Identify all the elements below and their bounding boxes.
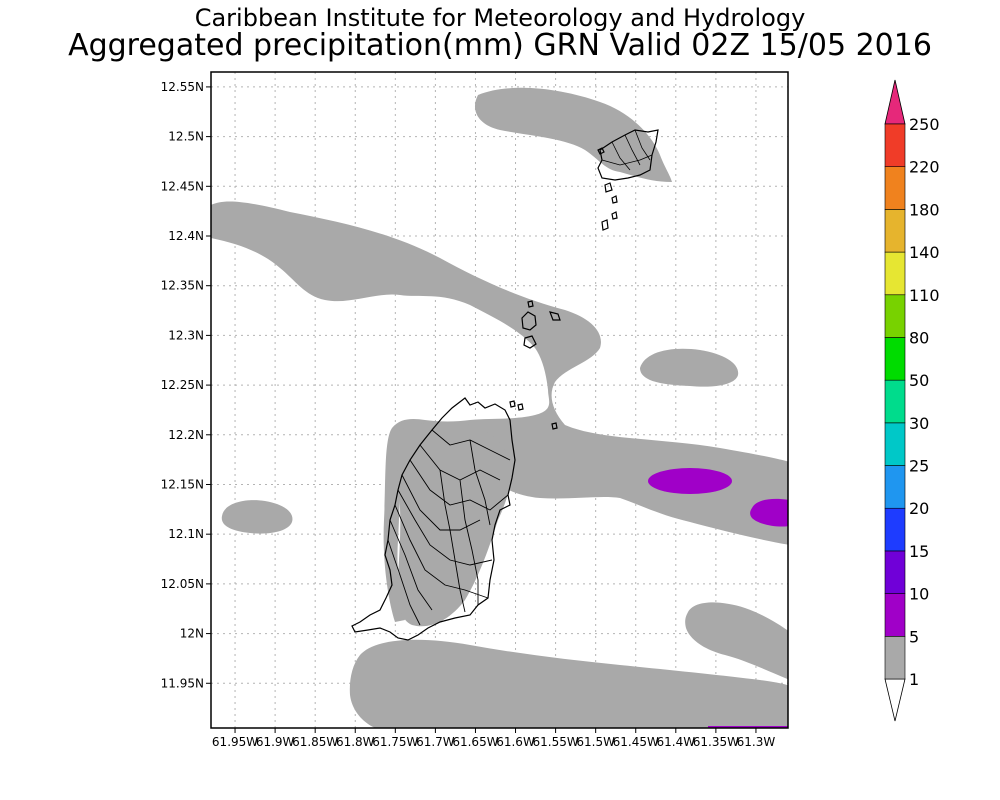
coastline-petite-martinique [597,147,605,155]
precip-area-west-cell [221,500,293,534]
precip-area-east-cell [640,348,739,387]
colorbar-below-arrow [884,678,906,722]
colorbar-bin [884,465,906,509]
colorbar-label: 25 [909,457,929,476]
precip-area-purple-edge [708,726,788,728]
colorbar-bin [884,294,906,338]
coastline-carriacou [597,129,659,181]
lon-tick-label: 61.45W [613,735,659,749]
colorbar-label: 140 [909,243,940,262]
parish-boundaries-grenada [387,429,511,626]
colorbar-bin [884,166,906,210]
coastline-islet-e [527,300,534,308]
lon-tick-label: 61.85W [292,735,338,749]
lon-tick-label: 61.4W [657,735,696,749]
colorbar-bin [884,507,906,552]
precip-area-purple-cell-1 [648,468,732,494]
colorbar-label: 180 [909,200,940,219]
precip-area-southeast-band [685,602,788,680]
colorbar-label: 250 [909,115,940,134]
lat-tick-label: 12.45N [161,179,204,193]
lon-tick-label: 61.3W [737,735,776,749]
coastline-islet-c [601,219,609,231]
precip-area-purple-cell-2 [750,498,788,527]
coastline-islet-g [551,422,558,430]
colorbar-bin [884,337,906,381]
lat-tick-label: 12.3N [168,328,204,342]
lat-tick-label: 12.15N [161,477,204,491]
colorbar-bin [884,593,906,637]
map-frame [210,71,789,729]
colorbar-label: 15 [909,542,929,561]
colorbar-label: 220 [909,158,940,177]
lon-tick-label: 61.9W [256,735,295,749]
colorbar-bin [884,123,906,167]
lat-tick-label: 12.35N [161,279,204,293]
parish-boundaries-carriacou [601,129,653,171]
coastline-islet-f [517,403,524,411]
colorbar-bin [884,636,906,680]
lat-tick-label: 12N [180,627,204,641]
lat-tick-label: 12.1N [168,527,204,541]
colorbar-bin [884,379,906,424]
precip-area-north-band [474,87,672,182]
colorbar-label: 50 [909,371,929,390]
colorbar-label: 1 [909,670,919,689]
latitude-axis: 12.55N 12.5N 12.45N 12.4N 12.35N 12.3N 12.25N 1… [161,80,211,690]
coastline-islet-h [509,400,516,408]
lat-tick-label: 11.95N [161,676,204,690]
lat-tick-label: 12.05N [161,577,204,591]
colorbar-label: 110 [909,286,940,305]
colorbar-label: 10 [909,585,929,604]
lat-tick-label: 12.4N [168,229,204,243]
coastline-islet-b [611,195,618,204]
longitude-axis: 61.95W61.9W61.85W61.8W61.75W61.7W61.65W6… [212,728,775,749]
lon-tick-label: 61.65W [452,735,498,749]
lon-tick-label: 61.95W [212,735,258,749]
colorbar-bin [884,422,906,466]
lon-tick-label: 61.75W [372,735,418,749]
precip-area-south-band [349,639,788,728]
lat-tick-label: 12.5N [168,130,204,144]
colorbar-bin [884,209,906,253]
colorbar-bin [884,251,906,296]
chart-title-line1: Caribbean Institute for Meteorology and … [194,4,806,32]
coastline-islet-d [611,211,618,220]
coastline-caille-island [523,335,537,349]
coastlines [351,129,659,641]
colorbar-label: 20 [909,499,929,518]
lat-tick-label: 12.55N [161,80,204,94]
lat-tick-label: 12.2N [168,428,204,442]
lon-tick-label: 61.8W [336,735,375,749]
lat-tick-label: 12.25N [161,378,204,392]
colorbar-label: 30 [909,414,929,433]
lon-tick-label: 61.6W [496,735,535,749]
colorbar-above-arrow [884,79,906,125]
chart-title-line2: Aggregated precipitation(mm) GRN Valid 0… [68,28,932,63]
coastline-diamond-rock [549,311,561,321]
lon-tick-label: 61.35W [693,735,739,749]
colorbar-label: 80 [909,328,929,347]
coastline-islet-a [604,182,613,193]
lon-tick-label: 61.5W [576,735,615,749]
colorbar-label: 5 [909,627,919,646]
colorbar-bin [884,550,906,594]
lon-tick-label: 61.55W [532,735,578,749]
lon-tick-label: 61.7W [416,735,455,749]
precipitation-areas [211,87,788,728]
precip-area-center-fill [396,421,512,627]
coastline-ronde-island [521,311,537,331]
precip-area-central-band [211,201,788,622]
colorbar [884,79,906,722]
